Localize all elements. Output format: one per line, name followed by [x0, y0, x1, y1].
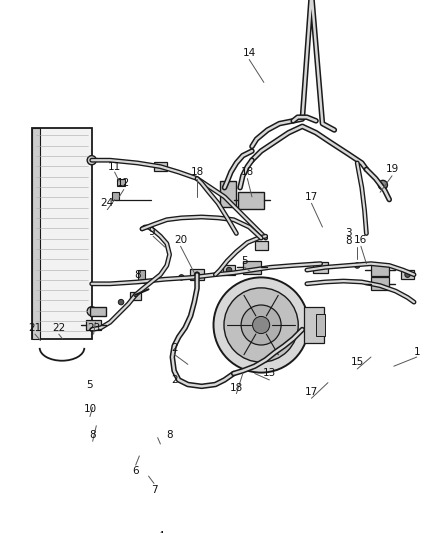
Text: 4: 4 — [157, 530, 164, 533]
Text: 11: 11 — [108, 161, 121, 172]
Circle shape — [378, 180, 388, 190]
Circle shape — [354, 263, 360, 268]
Text: 10: 10 — [83, 404, 96, 414]
Circle shape — [226, 268, 232, 273]
Text: 8: 8 — [166, 430, 173, 440]
Text: 8: 8 — [89, 430, 96, 440]
Circle shape — [194, 272, 200, 277]
Bar — [32, 128, 92, 339]
Text: 17: 17 — [305, 387, 318, 397]
Bar — [90, 306, 106, 316]
Text: 12: 12 — [117, 178, 131, 188]
Bar — [255, 241, 268, 250]
Text: 24: 24 — [101, 198, 114, 208]
Circle shape — [405, 272, 410, 277]
Text: 1: 1 — [413, 348, 420, 358]
Text: 18: 18 — [191, 167, 204, 177]
Bar — [117, 179, 125, 186]
Bar — [371, 264, 389, 277]
Bar — [316, 314, 325, 336]
Circle shape — [118, 300, 124, 305]
Circle shape — [87, 156, 96, 165]
Text: 5: 5 — [241, 256, 248, 266]
Text: 2: 2 — [171, 343, 177, 353]
Circle shape — [241, 305, 281, 345]
Text: 8: 8 — [134, 270, 141, 280]
Text: 21: 21 — [28, 323, 42, 333]
Bar — [130, 292, 141, 300]
Text: 20: 20 — [174, 235, 187, 245]
Text: 8: 8 — [345, 236, 351, 246]
Text: 15: 15 — [350, 357, 364, 367]
Bar — [371, 277, 389, 290]
Bar — [138, 270, 145, 283]
Bar — [86, 319, 101, 330]
Text: 18: 18 — [241, 167, 254, 177]
Text: 6: 6 — [132, 466, 139, 477]
Circle shape — [253, 317, 270, 334]
Circle shape — [87, 306, 96, 316]
Circle shape — [179, 274, 184, 280]
Text: 14: 14 — [243, 48, 256, 58]
Bar — [32, 128, 39, 339]
Bar — [313, 262, 328, 273]
Text: 9: 9 — [148, 227, 155, 237]
Text: 3: 3 — [345, 229, 351, 238]
Bar — [220, 181, 237, 207]
Bar — [112, 192, 119, 199]
Bar — [243, 261, 261, 274]
Text: 2: 2 — [171, 375, 177, 385]
Text: 23: 23 — [87, 323, 100, 333]
Bar — [223, 265, 236, 274]
Text: 5: 5 — [87, 379, 93, 390]
Text: 7: 7 — [151, 485, 157, 495]
Text: 17: 17 — [305, 192, 318, 202]
Bar — [154, 162, 167, 171]
Text: 13: 13 — [263, 368, 276, 377]
Circle shape — [224, 288, 298, 362]
Bar — [190, 269, 205, 280]
Bar — [401, 270, 414, 279]
Circle shape — [213, 277, 309, 373]
Text: 16: 16 — [354, 235, 367, 245]
Text: 19: 19 — [385, 164, 399, 174]
Text: 18: 18 — [230, 383, 243, 393]
Bar — [238, 192, 264, 209]
Text: 22: 22 — [52, 323, 65, 333]
Bar — [304, 306, 324, 343]
